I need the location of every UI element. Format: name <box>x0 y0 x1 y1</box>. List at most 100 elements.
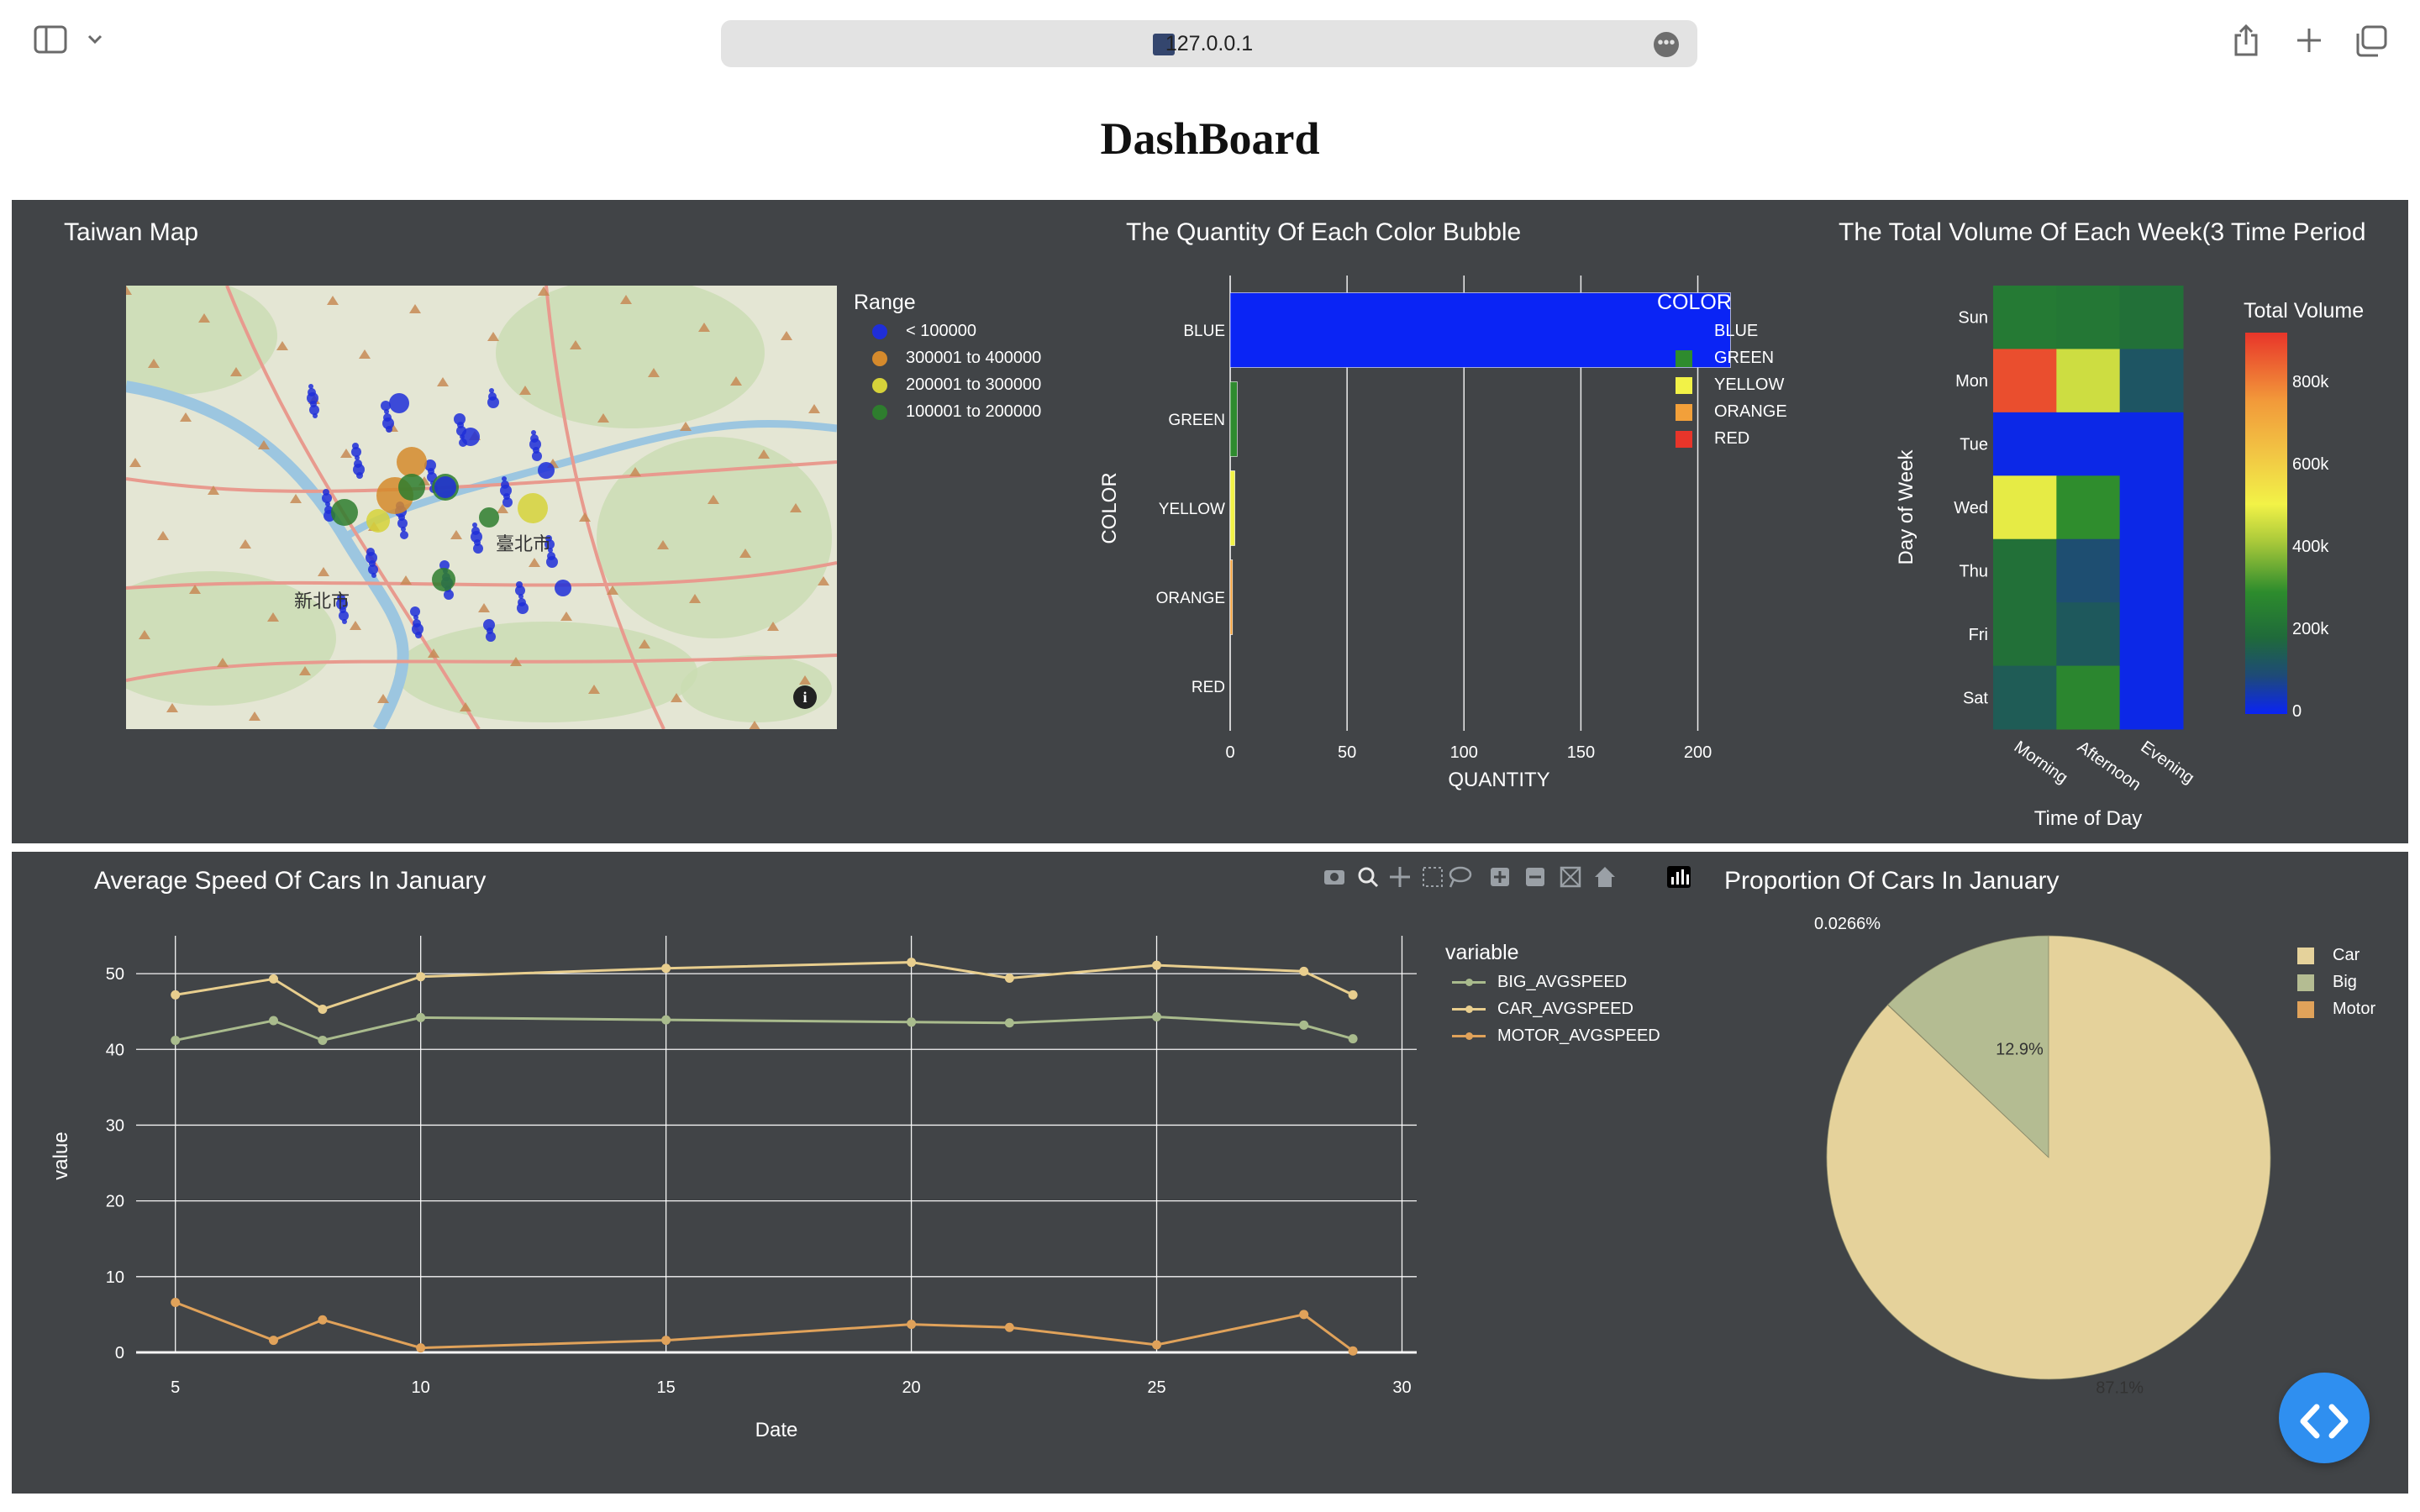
map-data-point <box>401 527 406 532</box>
bar <box>1229 381 1238 457</box>
bar-legend-item[interactable]: YELLOW <box>1676 375 1784 395</box>
bar-x-tick-label: 200 <box>1684 743 1712 762</box>
line-legend-item[interactable]: MOTOR_AVGSPEED <box>1452 1026 1660 1046</box>
info-icon[interactable]: i <box>793 685 817 709</box>
map-peak-icon <box>767 622 779 631</box>
line-legend-item[interactable]: CAR_AVGSPEED <box>1452 1000 1634 1019</box>
zoom-out-icon[interactable] <box>1526 868 1544 886</box>
legend-swatch-icon <box>2297 974 2314 991</box>
legend-swatch-icon <box>1676 403 1692 421</box>
more-options-icon[interactable]: ••• <box>1654 32 1679 57</box>
zoom-icon[interactable] <box>1358 867 1379 888</box>
camera-icon[interactable] <box>1324 870 1344 885</box>
heatmap-cell <box>1993 602 2057 667</box>
legend-swatch-icon <box>1676 430 1692 448</box>
map-peak-icon <box>129 458 141 467</box>
taiwan-map[interactable]: 臺北市 新北市 i <box>126 286 837 729</box>
code-toggle-button[interactable] <box>2279 1373 2370 1463</box>
bar-x-tick-label: 150 <box>1567 743 1595 762</box>
line-y-tick-label: 20 <box>106 1193 124 1211</box>
legend-swatch-icon <box>1676 323 1692 340</box>
line-x-tick-label: 5 <box>171 1378 180 1397</box>
bar-legend-item[interactable]: ORANGE <box>1676 402 1787 422</box>
line-point <box>268 1016 278 1026</box>
map-data-point <box>489 388 494 393</box>
colorbar-title: Total Volume <box>2244 299 2365 323</box>
chart-modebar <box>1313 860 1707 894</box>
reset-axes-icon[interactable] <box>1595 867 1615 887</box>
map-legend-item[interactable]: 200001 to 300000 <box>872 375 1041 395</box>
map-peak-icon <box>529 558 540 567</box>
map-data-point <box>461 428 480 446</box>
map-data-point <box>309 405 319 415</box>
map-legend-item[interactable]: 100001 to 200000 <box>872 402 1041 422</box>
pie-legend-item[interactable]: Motor <box>2297 1000 2375 1019</box>
legend-marker-icon <box>872 323 887 339</box>
top-charts-panel: Taiwan Map 臺北市 新北市 i Range < 100000 3000… <box>12 200 2408 843</box>
line-point <box>1348 1034 1358 1044</box>
car-proportion-pie-chart[interactable]: 87.1% 12.9% 0.0266% <box>1726 852 2365 1494</box>
map-peak-icon <box>689 594 701 603</box>
map-data-point <box>313 413 318 418</box>
map-peak-icon <box>808 404 820 413</box>
map-peak-icon <box>148 359 160 368</box>
heatmap-title: The Total Volume Of Each Week(3 Time Per… <box>1839 218 2366 246</box>
map-legend-item[interactable]: 300001 to 400000 <box>872 349 1041 368</box>
line-legend-item[interactable]: BIG_AVGSPEED <box>1452 973 1627 992</box>
heatmap-y-tick-label: Sat <box>1963 689 1988 707</box>
map-data-point <box>502 497 513 507</box>
map-data-point <box>544 539 555 549</box>
share-icon[interactable] <box>2232 24 2260 65</box>
sidebar-toggle-icon[interactable] <box>34 25 67 61</box>
map-data-point <box>382 417 394 429</box>
chevron-down-icon[interactable] <box>86 25 104 61</box>
box-select-icon[interactable] <box>1423 867 1443 887</box>
line-point <box>416 1343 426 1353</box>
map-legend-title: Range <box>854 291 916 314</box>
color-bubble-bar-chart[interactable]: 0 50 100 150 200 BLUE GREEN YELLOW ORANGE RED QUAN… <box>1096 200 1852 843</box>
legend-marker-icon <box>872 350 887 366</box>
map-data-point <box>384 409 389 414</box>
pie-legend-item[interactable]: Big <box>2297 973 2357 992</box>
map-data-point <box>532 451 542 461</box>
bar-category-label: RED <box>1192 679 1225 696</box>
map-legend-item[interactable]: < 100000 <box>872 322 976 341</box>
map-peak-icon <box>239 539 251 549</box>
map-peak-icon <box>588 685 600 694</box>
zoom-in-icon[interactable] <box>1491 868 1509 886</box>
map-peak-icon <box>139 630 150 639</box>
tab-overview-icon[interactable] <box>2354 25 2388 65</box>
map-data-point <box>322 493 332 503</box>
average-speed-line-chart[interactable]: 0 10 20 30 40 50 5 10 15 20 25 30 Date value <box>12 852 1457 1494</box>
pie-chart-title: Proportion Of Cars In January <box>1724 867 2060 895</box>
map-data-point <box>518 493 548 523</box>
map-peak-icon <box>350 621 361 630</box>
line-x-axis-title: Date <box>755 1419 798 1441</box>
map-data-point <box>555 580 571 596</box>
map-peak-icon <box>487 332 499 341</box>
map-peak-icon <box>409 304 421 313</box>
pan-icon[interactable] <box>1390 867 1410 887</box>
lasso-select-icon[interactable] <box>1449 866 1472 888</box>
map-peak-icon <box>299 666 311 675</box>
map-data-point <box>502 476 507 481</box>
line-point <box>907 1320 917 1330</box>
pie-legend-item[interactable]: Car <box>2297 946 2360 965</box>
line-point <box>1348 1346 1358 1356</box>
bar-legend-item[interactable]: GREEN <box>1676 349 1774 368</box>
map-data-point <box>355 455 360 460</box>
plotly-logo-icon[interactable] <box>1667 866 1691 888</box>
bar-legend-item[interactable]: BLUE <box>1676 322 1758 341</box>
map-data-point <box>473 543 483 554</box>
map-peak-icon <box>198 313 210 323</box>
autoscale-icon[interactable] <box>1560 866 1581 888</box>
map-peak-icon <box>180 412 192 422</box>
url-bar[interactable]: 127.0.0.1 ••• <box>721 20 1697 67</box>
line-x-tick-label: 25 <box>1147 1378 1165 1397</box>
map-terrain <box>395 622 697 722</box>
weekly-volume-heatmap[interactable]: Sun Mon Tue Wed Thu Fri Sat Morning AfternoonEve… <box>1854 200 2408 843</box>
bar-legend-item[interactable]: RED <box>1676 429 1749 449</box>
new-tab-icon[interactable] <box>2294 25 2324 63</box>
heatmap-x-tick-label: Morning <box>2011 738 2071 787</box>
map-peak-icon <box>276 341 288 350</box>
